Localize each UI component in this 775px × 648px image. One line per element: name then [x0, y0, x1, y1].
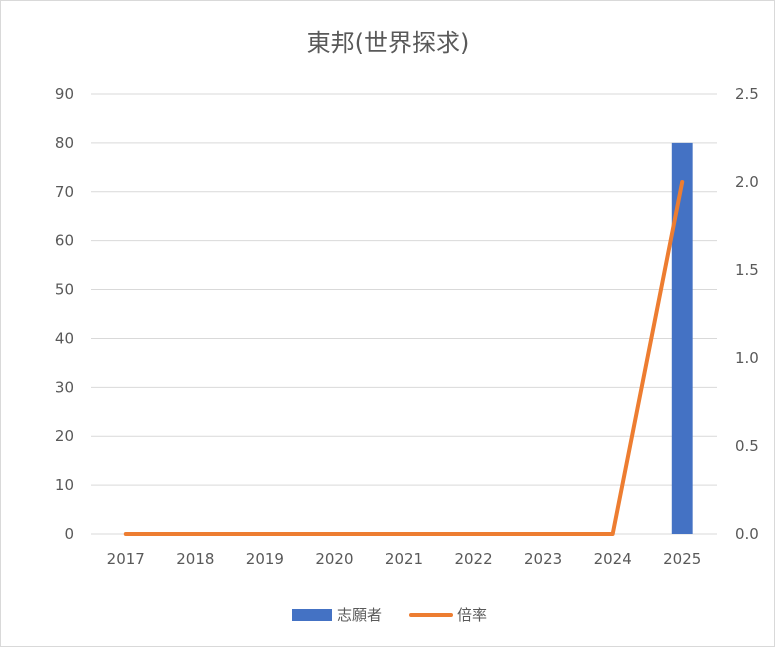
left-tick-label: 60 — [55, 232, 74, 250]
x-tick-label: 2022 — [454, 550, 492, 568]
left-axis: 0 10 20 30 40 50 60 70 80 90 — [55, 85, 74, 543]
x-tick-label: 2018 — [176, 550, 214, 568]
right-tick-label: 1.0 — [735, 349, 759, 367]
gridlines — [91, 94, 717, 534]
x-axis: 2017 2018 2019 2020 2021 2022 2023 2024 2025 — [107, 550, 702, 568]
legend: 志願者 倍率 — [292, 606, 487, 624]
x-tick-label: 2019 — [246, 550, 284, 568]
x-tick-label: 2017 — [107, 550, 145, 568]
left-tick-label: 80 — [55, 134, 74, 152]
left-tick-label: 40 — [55, 329, 74, 347]
legend-label: 志願者 — [337, 606, 382, 624]
x-tick-label: 2024 — [594, 550, 632, 568]
right-tick-label: 2.5 — [735, 85, 759, 103]
x-tick-label: 2020 — [315, 550, 353, 568]
legend-label: 倍率 — [457, 606, 487, 624]
left-tick-label: 30 — [55, 378, 74, 396]
right-tick-label: 0.5 — [735, 437, 759, 455]
bar — [672, 143, 693, 534]
right-tick-label: 1.5 — [735, 261, 759, 279]
left-tick-label: 0 — [64, 525, 74, 543]
right-axis: 0.0 0.5 1.0 1.5 2.0 2.5 — [735, 85, 759, 543]
line-series — [126, 182, 683, 534]
right-tick-label: 0.0 — [735, 525, 759, 543]
left-tick-label: 50 — [55, 281, 74, 299]
left-tick-label: 70 — [55, 183, 74, 201]
x-tick-label: 2021 — [385, 550, 423, 568]
legend-swatch-bar — [292, 609, 332, 621]
left-tick-label: 20 — [55, 427, 74, 445]
x-tick-label: 2023 — [524, 550, 562, 568]
series-line — [126, 182, 682, 534]
left-tick-label: 10 — [55, 476, 74, 494]
bar-series — [672, 143, 693, 534]
left-tick-label: 90 — [55, 85, 74, 103]
chart-title: 東邦(世界探求) — [307, 29, 470, 57]
right-tick-label: 2.0 — [735, 173, 759, 191]
x-tick-label: 2025 — [663, 550, 701, 568]
